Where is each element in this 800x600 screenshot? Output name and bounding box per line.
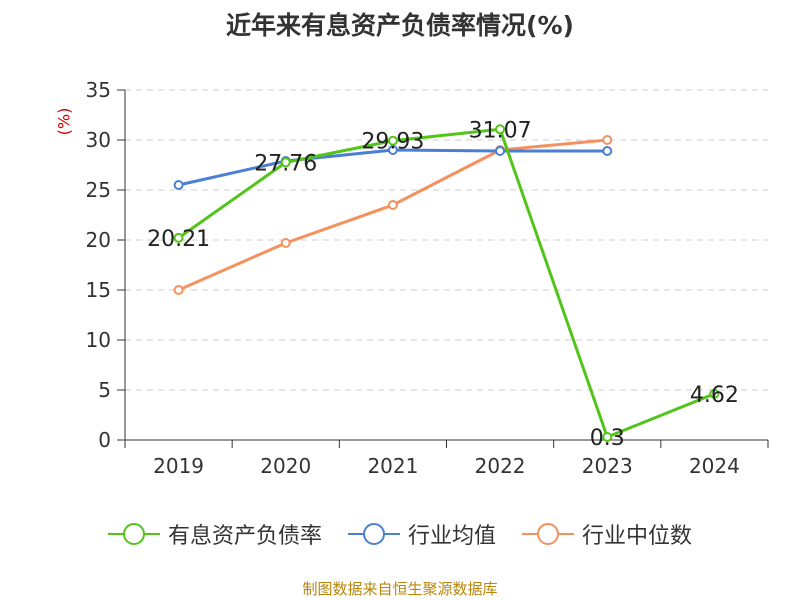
- x-tick-label: 2023: [582, 454, 633, 478]
- x-tick-label: 2020: [260, 454, 311, 478]
- data-point: [173, 180, 184, 190]
- x-tick-label: 2021: [367, 454, 418, 478]
- data-label: 29.93: [361, 130, 424, 155]
- data-point: [602, 146, 613, 156]
- series-line: [177, 127, 715, 439]
- data-point: [709, 388, 720, 399]
- y-tick-label: 20: [86, 228, 111, 252]
- data-label: 20.21: [147, 227, 210, 252]
- data-point: [495, 146, 506, 156]
- x-tick-label: 2024: [689, 454, 740, 478]
- legend-marker-icon: [347, 522, 400, 546]
- data-label: 0.3: [590, 426, 625, 451]
- data-point: [602, 432, 613, 442]
- data-point: [495, 124, 506, 135]
- y-tick-label: 30: [86, 128, 111, 152]
- x-tick-label: 2019: [153, 454, 204, 478]
- legend-label: 有息资产负债率: [167, 524, 322, 549]
- data-point: [602, 135, 613, 145]
- data-point: [387, 135, 398, 146]
- data-label: 31.07: [469, 118, 532, 143]
- y-tick-label: 25: [86, 178, 111, 202]
- y-tick-label: 10: [86, 328, 111, 352]
- data-labels: 20.21 27.76 29.93 31.07 0.3 4.62: [147, 118, 739, 451]
- legend[interactable]: 有息资产负债率 行业均值 行业中位数: [0, 518, 800, 550]
- series-group: [173, 124, 720, 442]
- data-label: 4.62: [690, 383, 739, 408]
- x-tick-label: 2022: [475, 454, 526, 478]
- chart-title: 近年来有息资产负债率情况(%): [226, 11, 574, 40]
- grid-lines: [125, 89, 768, 391]
- legend-marker-icon: [107, 522, 160, 546]
- series-line: [177, 138, 608, 292]
- data-point: [387, 145, 398, 155]
- legend-label: 行业中位数: [582, 524, 693, 549]
- data-point: [387, 200, 398, 210]
- y-tick-label: 35: [86, 78, 111, 102]
- legend-item-industry-mean[interactable]: 行业均值: [347, 518, 496, 550]
- data-point: [173, 285, 184, 295]
- series-line: [178, 148, 608, 187]
- legend-item-interest-debt-ratio[interactable]: 有息资产负债率: [107, 518, 322, 550]
- y-tick-label: 0: [98, 428, 111, 452]
- axes: 0 5 10 15 20 25 30 35 2019 2020 2021 2022 2023 2024: [86, 78, 769, 478]
- legend-item-industry-median[interactable]: 行业中位数: [522, 518, 692, 550]
- y-tick-label: 15: [86, 278, 111, 302]
- data-point: [280, 238, 291, 248]
- legend-marker-icon: [522, 522, 574, 546]
- data-point: [173, 232, 184, 243]
- source-note: 制图数据来自恒生聚源数据库: [302, 580, 498, 598]
- y-tick-label: 5: [98, 378, 111, 402]
- legend-label: 行业均值: [407, 524, 496, 549]
- data-point: [280, 157, 291, 168]
- data-label: 27.76: [254, 151, 317, 176]
